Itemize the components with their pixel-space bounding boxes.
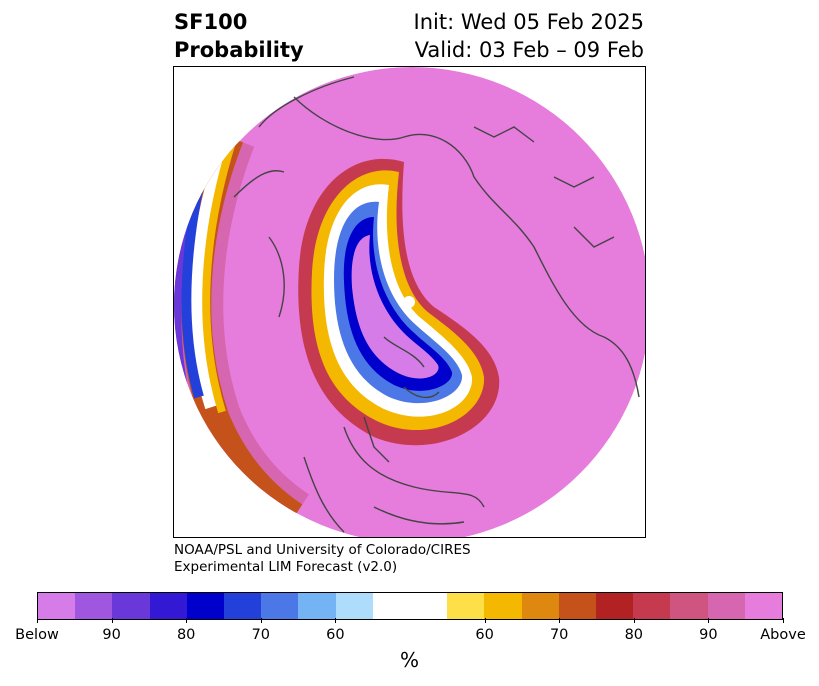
- colorbar: [37, 592, 783, 620]
- colorbar-tick: [559, 618, 561, 623]
- colorbar-tick: [37, 618, 38, 623]
- colorbar-segment: [335, 593, 373, 619]
- colorbar-segment: [558, 593, 597, 619]
- colorbar-tick-label: 80: [176, 627, 196, 643]
- colorbar-segment: [596, 593, 634, 619]
- colorbar-segment: [484, 593, 522, 619]
- colorbar-tick: [111, 618, 113, 623]
- colorbar-tick: [186, 618, 188, 623]
- title-line-probability: Probability: [174, 38, 304, 62]
- west-band-neutral: [189, 144, 231, 410]
- colorbar-segment: [707, 593, 745, 619]
- colorbar-tick-label: 90: [102, 627, 121, 643]
- colorbar-tick: [335, 618, 337, 623]
- colorbar-tick-label: 90: [699, 627, 718, 643]
- colorbar-tick-label: 80: [624, 627, 644, 643]
- land-outline: [233, 76, 640, 533]
- colorbar-segment: [149, 593, 187, 619]
- credit-line-2: Experimental LIM Forecast (v2.0): [174, 559, 398, 575]
- forecast-dates: Init: Wed 05 Feb 2025 Valid: 03 Feb – 09…: [414, 8, 644, 64]
- colorbar-tick: [633, 618, 635, 623]
- colorbar-tick-label: 60: [326, 627, 345, 643]
- colorbar-segment: [372, 593, 411, 619]
- colorbar-segment: [298, 593, 336, 619]
- colorbar-segment: [112, 593, 150, 619]
- pole-hole: [403, 296, 415, 308]
- probability-field: [174, 67, 645, 537]
- coastlines: [233, 76, 640, 533]
- colorbar-segment: [261, 593, 299, 619]
- colorbar-segment: [670, 593, 708, 619]
- colorbar-tick-label: 60: [475, 627, 494, 643]
- credit-line-1: NOAA/PSL and University of Colorado/CIRE…: [174, 542, 471, 558]
- colorbar-segment: [75, 593, 113, 619]
- colorbar-tick: [783, 618, 784, 623]
- colorbar-unit: %: [399, 648, 419, 672]
- below-normal-region: [351, 235, 439, 379]
- chart-title: SF100 Probability: [174, 8, 304, 64]
- colorbar-segment: [410, 593, 448, 619]
- colorbar-tick-label: 70: [251, 627, 271, 643]
- colorbar-tick-label: Above: [760, 627, 806, 643]
- colorbar-segment: [224, 593, 262, 619]
- borders: [363, 126, 615, 463]
- colorbar-segment: [447, 593, 485, 619]
- colorbar-segment: [744, 593, 783, 619]
- credit-text: NOAA/PSL and University of Colorado/CIRE…: [174, 542, 471, 576]
- colorbar-tick: [260, 618, 262, 623]
- init-date: Init: Wed 05 Feb 2025: [413, 10, 644, 34]
- colorbar-ticks: Below 90 80 70 60 60 70 80 90 Above: [15, 618, 806, 643]
- colorbar-tick-label: 70: [549, 627, 569, 643]
- valid-range: Valid: 03 Feb – 09 Feb: [414, 38, 644, 62]
- west-band-warm: [202, 140, 236, 414]
- colorbar-tick-label: Below: [15, 627, 59, 643]
- colorbar-segment: [38, 593, 76, 619]
- colorbar-segment: [521, 593, 559, 619]
- colorbar-segment: [633, 593, 671, 619]
- polar-map: [174, 67, 645, 537]
- map-panel: [173, 66, 646, 538]
- title-line-variable: SF100: [174, 10, 248, 34]
- colorbar-segment: [186, 593, 225, 619]
- colorbar-tick: [484, 618, 486, 623]
- colorbar-tick: [708, 618, 710, 623]
